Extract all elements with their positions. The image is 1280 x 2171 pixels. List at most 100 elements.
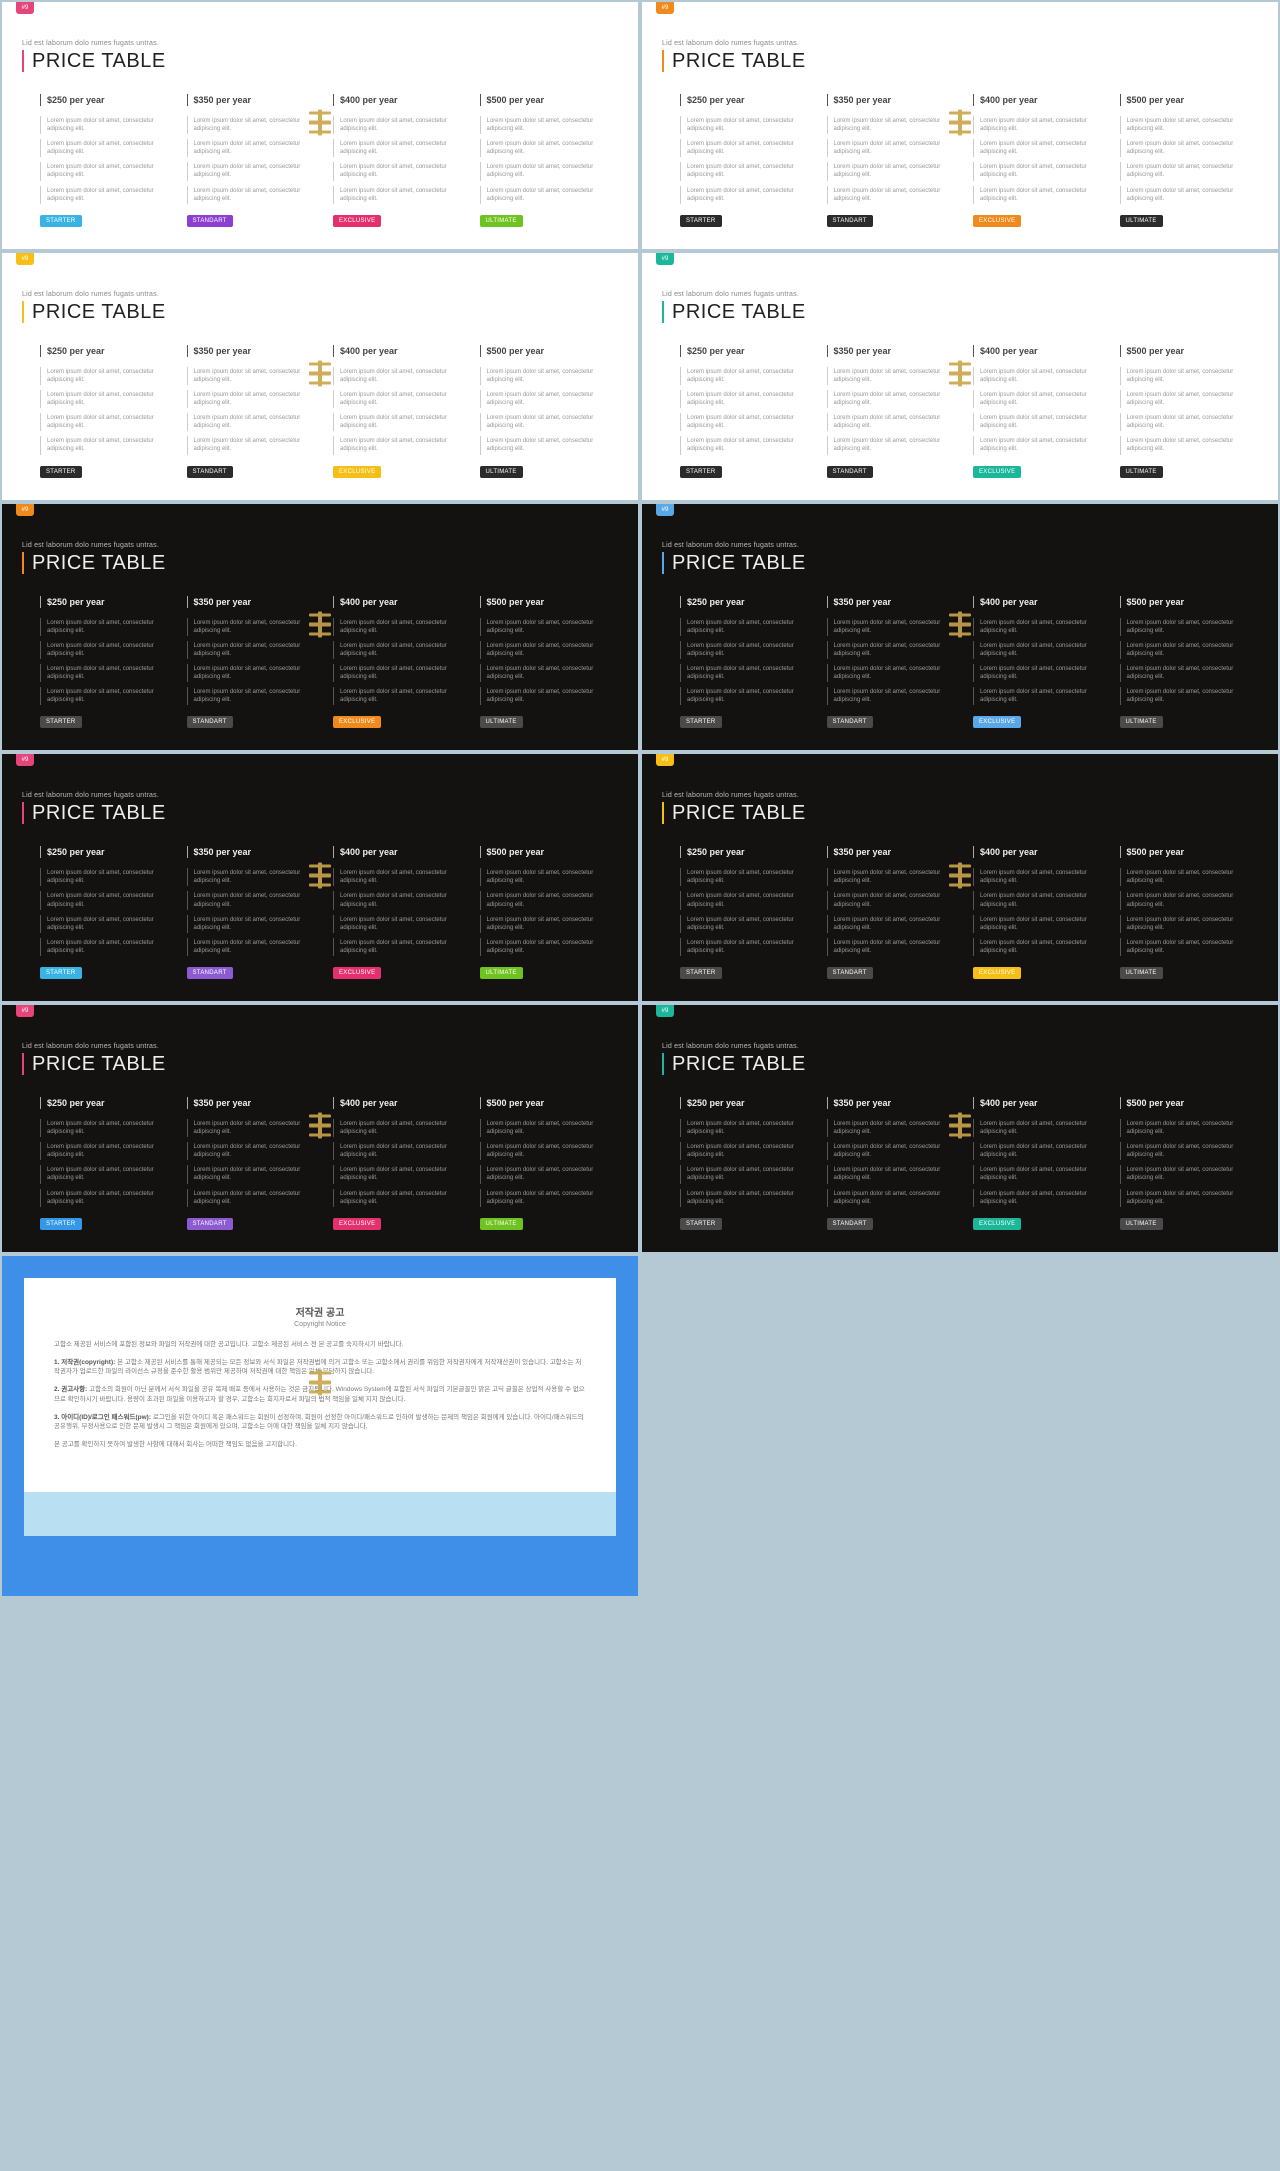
notice-subtitle: Copyright Notice bbox=[54, 1321, 586, 1328]
plan-price: $400 per year bbox=[333, 846, 472, 858]
plan-feature: Lorem ipsum dolor sit amet, consectetur … bbox=[680, 618, 819, 636]
plan-cta-button[interactable]: STANDART bbox=[827, 716, 873, 728]
plan-feature: Lorem ipsum dolor sit amet, consectetur … bbox=[1120, 390, 1259, 408]
plan-cta-button[interactable]: STANDART bbox=[827, 466, 873, 478]
panel-subheading: Lid est laborum dolo rumes fugats untras… bbox=[22, 792, 618, 799]
plan-cta-button[interactable]: STARTER bbox=[40, 466, 82, 478]
plan-column: $500 per yearLorem ipsum dolor sit amet,… bbox=[1120, 596, 1259, 729]
plan-feature: Lorem ipsum dolor sit amet, consectetur … bbox=[333, 436, 472, 454]
plan-column: $500 per yearLorem ipsum dolor sit amet,… bbox=[1120, 94, 1259, 227]
plan-cta-button[interactable]: EXCLUSIVE bbox=[333, 967, 381, 979]
panel-badge: #9 bbox=[16, 253, 34, 265]
plan-price: $350 per year bbox=[827, 846, 966, 858]
panel-subheading: Lid est laborum dolo rumes fugats untras… bbox=[662, 792, 1258, 799]
plan-cta-button[interactable]: STANDART bbox=[187, 215, 233, 227]
plan-feature: Lorem ipsum dolor sit amet, consectetur … bbox=[827, 641, 966, 659]
panel-badge: #9 bbox=[656, 754, 674, 766]
plan-feature: Lorem ipsum dolor sit amet, consectetur … bbox=[40, 186, 179, 204]
plan-cta-button[interactable]: STARTER bbox=[40, 215, 82, 227]
plan-feature: Lorem ipsum dolor sit amet, consectetur … bbox=[1120, 891, 1259, 909]
plan-feature: Lorem ipsum dolor sit amet, consectetur … bbox=[973, 390, 1112, 408]
plan-cta-button[interactable]: ULTIMATE bbox=[1120, 466, 1163, 478]
plan-column: $400 per yearLorem ipsum dolor sit amet,… bbox=[333, 846, 472, 979]
plan-cta-button[interactable]: EXCLUSIVE bbox=[333, 716, 381, 728]
plan-column: $350 per yearLorem ipsum dolor sit amet,… bbox=[187, 596, 326, 729]
plan-feature: Lorem ipsum dolor sit amet, consectetur … bbox=[480, 1189, 619, 1207]
plan-cta-button[interactable]: EXCLUSIVE bbox=[333, 466, 381, 478]
plan-cta-button[interactable]: STANDART bbox=[187, 466, 233, 478]
plan-feature: Lorem ipsum dolor sit amet, consectetur … bbox=[333, 367, 472, 385]
plan-feature: Lorem ipsum dolor sit amet, consectetur … bbox=[187, 1165, 326, 1183]
plan-cta-button[interactable]: STARTER bbox=[680, 1218, 722, 1230]
plan-cta-button[interactable]: STANDART bbox=[827, 967, 873, 979]
plan-feature: Lorem ipsum dolor sit amet, consectetur … bbox=[187, 915, 326, 933]
plan-cta-button[interactable]: STARTER bbox=[40, 716, 82, 728]
plan-feature: Lorem ipsum dolor sit amet, consectetur … bbox=[480, 891, 619, 909]
plan-feature: Lorem ipsum dolor sit amet, consectetur … bbox=[973, 162, 1112, 180]
plan-cta-button[interactable]: ULTIMATE bbox=[1120, 1218, 1163, 1230]
plan-feature: Lorem ipsum dolor sit amet, consectetur … bbox=[333, 413, 472, 431]
plan-column: $400 per yearLorem ipsum dolor sit amet,… bbox=[973, 846, 1112, 979]
plan-cta-button[interactable]: STANDART bbox=[187, 1218, 233, 1230]
plan-cta-button[interactable]: STANDART bbox=[827, 1218, 873, 1230]
plan-feature: Lorem ipsum dolor sit amet, consectetur … bbox=[40, 1189, 179, 1207]
plan-cta-button[interactable]: STARTER bbox=[40, 1218, 82, 1230]
plan-cta-button[interactable]: STARTER bbox=[680, 215, 722, 227]
panel-badge: #9 bbox=[656, 253, 674, 265]
plan-column: $500 per yearLorem ipsum dolor sit amet,… bbox=[1120, 345, 1259, 478]
notice-intro: 고함소 제공된 서비스에 포함된 정보와 파일의 저작권에 대한 공고입니다. … bbox=[54, 1340, 586, 1350]
plan-cta-button[interactable]: ULTIMATE bbox=[1120, 215, 1163, 227]
price-table-panel: #9Lid est laborum dolo rumes fugats untr… bbox=[2, 504, 638, 751]
plan-price: $500 per year bbox=[480, 345, 619, 357]
price-table-panel: #9Lid est laborum dolo rumes fugats untr… bbox=[2, 1005, 638, 1252]
plan-feature: Lorem ipsum dolor sit amet, consectetur … bbox=[333, 116, 472, 134]
plan-cta-button[interactable]: ULTIMATE bbox=[1120, 716, 1163, 728]
plan-price: $350 per year bbox=[187, 94, 326, 106]
plan-feature: Lorem ipsum dolor sit amet, consectetur … bbox=[827, 1142, 966, 1160]
plan-column: $400 per yearLorem ipsum dolor sit amet,… bbox=[973, 94, 1112, 227]
plan-cta-button[interactable]: EXCLUSIVE bbox=[973, 967, 1021, 979]
plan-cta-button[interactable]: STANDART bbox=[827, 215, 873, 227]
plan-cta-button[interactable]: STARTER bbox=[680, 967, 722, 979]
plan-price: $250 per year bbox=[40, 596, 179, 608]
plan-feature: Lorem ipsum dolor sit amet, consectetur … bbox=[333, 139, 472, 157]
plan-cta-button[interactable]: STANDART bbox=[187, 716, 233, 728]
plan-feature: Lorem ipsum dolor sit amet, consectetur … bbox=[40, 915, 179, 933]
plan-cta-button[interactable]: STARTER bbox=[40, 967, 82, 979]
plan-cta-button[interactable]: STARTER bbox=[680, 716, 722, 728]
plan-column: $400 per yearLorem ipsum dolor sit amet,… bbox=[973, 345, 1112, 478]
plan-cta-button[interactable]: ULTIMATE bbox=[1120, 967, 1163, 979]
plan-column: $250 per year Lorem ipsum dolor sit amet,… bbox=[680, 596, 819, 729]
plan-feature: Lorem ipsum dolor sit amet, consectetur … bbox=[480, 413, 619, 431]
plan-price: $400 per year bbox=[333, 1097, 472, 1109]
price-table-panel: #9Lid est laborum dolo rumes fugats untr… bbox=[642, 253, 1278, 500]
plan-feature: Lorem ipsum dolor sit amet, consectetur … bbox=[827, 436, 966, 454]
plan-feature: Lorem ipsum dolor sit amet, consectetur … bbox=[973, 868, 1112, 886]
plan-cta-button[interactable]: ULTIMATE bbox=[480, 716, 523, 728]
plan-cta-button[interactable]: EXCLUSIVE bbox=[973, 1218, 1021, 1230]
plan-cta-button[interactable]: EXCLUSIVE bbox=[333, 215, 381, 227]
plan-feature: Lorem ipsum dolor sit amet, consectetur … bbox=[187, 436, 326, 454]
plan-cta-button[interactable]: EXCLUSIVE bbox=[973, 716, 1021, 728]
plan-column: $500 per yearLorem ipsum dolor sit amet,… bbox=[480, 1097, 619, 1230]
plan-cta-button[interactable]: EXCLUSIVE bbox=[973, 466, 1021, 478]
plan-cta-button[interactable]: STANDART bbox=[187, 967, 233, 979]
plan-cta-button[interactable]: STARTER bbox=[680, 466, 722, 478]
plan-cta-button[interactable]: ULTIMATE bbox=[480, 1218, 523, 1230]
plan-feature: Lorem ipsum dolor sit amet, consectetur … bbox=[40, 868, 179, 886]
plan-cta-button[interactable]: EXCLUSIVE bbox=[973, 215, 1021, 227]
plan-cta-button[interactable]: EXCLUSIVE bbox=[333, 1218, 381, 1230]
plan-column: $250 per yearLorem ipsum dolor sit amet,… bbox=[680, 94, 819, 227]
plan-feature: Lorem ipsum dolor sit amet, consectetur … bbox=[680, 1142, 819, 1160]
price-table-panel: #9Lid est laborum dolo rumes fugats untr… bbox=[642, 504, 1278, 751]
plan-feature: Lorem ipsum dolor sit amet, consectetur … bbox=[187, 618, 326, 636]
plan-feature: Lorem ipsum dolor sit amet, consectetur … bbox=[1120, 413, 1259, 431]
plan-price: $500 per year bbox=[480, 846, 619, 858]
plan-cta-button[interactable]: ULTIMATE bbox=[480, 215, 523, 227]
plan-cta-button[interactable]: ULTIMATE bbox=[480, 466, 523, 478]
plan-price: $250 per year bbox=[680, 596, 819, 608]
plan-cta-button[interactable]: ULTIMATE bbox=[480, 967, 523, 979]
plan-feature: Lorem ipsum dolor sit amet, consectetur … bbox=[973, 413, 1112, 431]
plan-feature: Lorem ipsum dolor sit amet, consectetur … bbox=[333, 1189, 472, 1207]
notice-title: 저작권 공고 bbox=[54, 1304, 586, 1319]
